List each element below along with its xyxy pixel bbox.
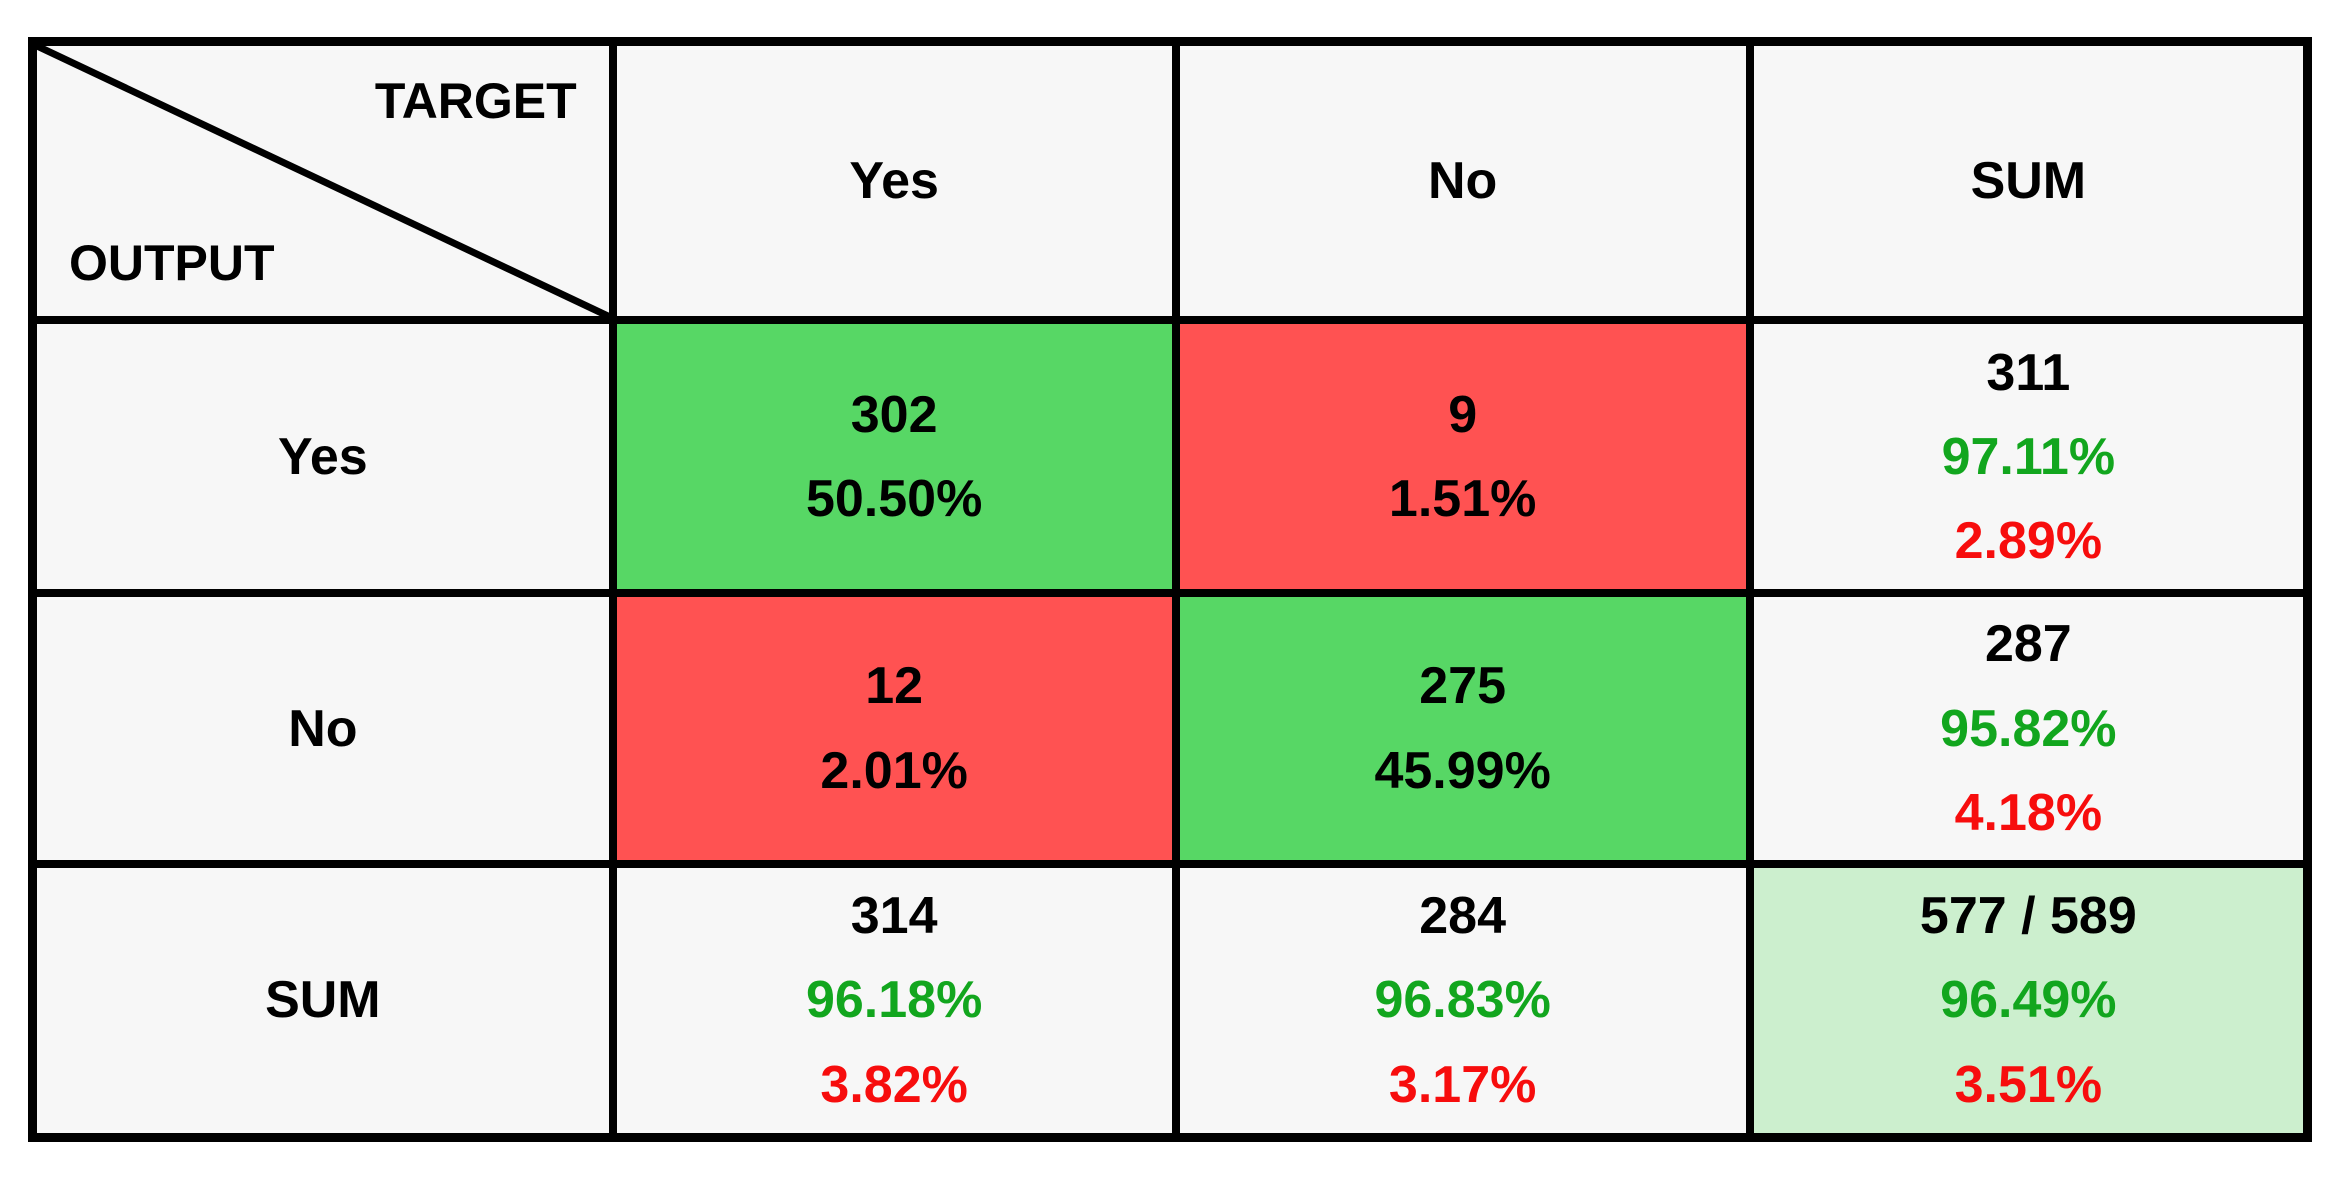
sum-count: 314 (850, 887, 938, 946)
corner-cell: TARGET OUTPUT (37, 46, 609, 317)
accuracy-percent: 96.49% (1940, 971, 2117, 1030)
cell-output-yes-target-no: 9 1.51% (1179, 324, 1746, 590)
count-value: 12 (865, 657, 924, 716)
count-value: 302 (850, 385, 938, 444)
cell-grand-total: 577 / 589 96.49% 3.51% (1753, 867, 2303, 1133)
error-percent: 4.18% (1954, 783, 2103, 842)
cell-output-no-target-yes: 12 2.01% (616, 597, 1172, 860)
col-header-no: No (1179, 46, 1746, 317)
error-percent: 3.17% (1388, 1055, 1537, 1114)
correct-percent: 95.82% (1940, 699, 2117, 758)
count-value: 275 (1419, 657, 1507, 716)
sum-count: 284 (1419, 887, 1507, 946)
correct-percent: 96.83% (1374, 971, 1551, 1030)
row-header-no: No (37, 597, 609, 860)
diagonal-divider-line (37, 46, 609, 316)
count-value: 9 (1448, 385, 1478, 444)
cell-row-sum-yes: 311 97.11% 2.89% (1753, 324, 2303, 590)
target-axis-label: TARGET (374, 73, 577, 129)
cell-col-sum-no: 284 96.83% 3.17% (1179, 867, 1746, 1133)
error-percent: 3.82% (820, 1055, 968, 1114)
cell-output-no-target-no: 275 45.99% (1179, 597, 1746, 860)
percent-of-total: 1.51% (1388, 469, 1537, 528)
total-ratio: 577 / 589 (1919, 887, 2137, 946)
row-header-yes: Yes (37, 324, 609, 590)
percent-of-total: 50.50% (805, 469, 983, 528)
error-percent: 2.89% (1954, 512, 2103, 571)
col-header-yes: Yes (616, 46, 1172, 317)
col-header-sum: SUM (1753, 46, 2303, 317)
confusion-matrix-table: TARGET OUTPUT Yes No SUM Yes 302 50.50% … (28, 37, 2312, 1142)
cell-row-sum-no: 287 95.82% 4.18% (1753, 597, 2303, 860)
cell-col-sum-yes: 314 96.18% 3.82% (616, 867, 1172, 1133)
output-axis-label: OUTPUT (69, 235, 275, 292)
cell-output-yes-target-yes: 302 50.50% (616, 324, 1172, 590)
correct-percent: 96.18% (805, 971, 983, 1030)
correct-percent: 97.11% (1941, 427, 2116, 486)
row-header-sum: SUM (37, 867, 609, 1133)
sum-count: 287 (1984, 615, 2072, 674)
sum-count: 311 (1986, 343, 2071, 402)
percent-of-total: 45.99% (1374, 741, 1551, 800)
error-percent: 3.51% (1954, 1055, 2103, 1114)
percent-of-total: 2.01% (820, 741, 968, 800)
